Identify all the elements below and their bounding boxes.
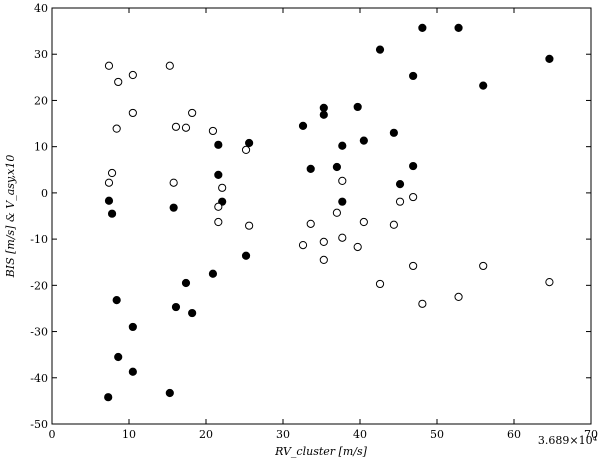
point: [214, 202, 223, 211]
point: [104, 178, 114, 187]
point: [104, 61, 114, 70]
y-tick-label: -50: [30, 418, 48, 431]
point: [171, 122, 181, 131]
point: [409, 71, 418, 81]
y-tick-label: 10: [34, 141, 48, 154]
x-tick-label: 0: [49, 428, 56, 441]
y-tick-label: 40: [34, 2, 48, 15]
plot-frame: [51, 7, 592, 425]
offset-annotation: 3.689×10⁴: [538, 434, 598, 447]
point: [338, 176, 347, 185]
point: [389, 128, 398, 137]
y-tick-label: 20: [34, 94, 48, 107]
x-tick-label: 60: [507, 428, 521, 441]
point: [545, 54, 554, 63]
point: [298, 121, 308, 130]
point: [128, 367, 137, 376]
point: [409, 261, 418, 271]
point: [319, 103, 328, 112]
point: [114, 352, 123, 362]
point: [306, 219, 315, 228]
point: [128, 108, 137, 118]
point: [245, 138, 254, 148]
y-tick-label: -30: [30, 326, 48, 339]
y-tick-label: -20: [30, 279, 48, 292]
point: [479, 261, 488, 271]
point: [545, 277, 554, 287]
point: [454, 292, 463, 301]
point: [338, 233, 347, 242]
x-tick-label: 50: [430, 428, 444, 441]
point: [128, 322, 137, 332]
y-tick-label: 30: [34, 48, 48, 61]
point: [479, 81, 488, 90]
point: [107, 209, 117, 218]
point: [375, 279, 385, 289]
y-tick-label: -10: [30, 233, 48, 246]
point: [306, 164, 315, 173]
point: [353, 102, 362, 112]
x-tick-label: 70: [584, 428, 598, 441]
y-tick-label: 0: [41, 187, 48, 200]
point: [245, 221, 254, 230]
point: [319, 255, 328, 265]
point: [241, 251, 251, 260]
point: [171, 302, 181, 312]
y-axis-label: BIS [m/s] & V_asy,x10: [4, 155, 17, 279]
point: [112, 296, 121, 305]
point: [208, 269, 218, 278]
point: [409, 192, 418, 202]
point: [188, 308, 197, 318]
point: [169, 178, 178, 187]
point: [218, 183, 227, 192]
point: [112, 124, 121, 133]
point: [169, 203, 178, 212]
point: [359, 217, 368, 227]
point: [395, 180, 405, 189]
x-tick-label: 10: [122, 428, 136, 441]
x-tick-label: 40: [353, 428, 367, 441]
point: [338, 197, 347, 206]
point: [188, 108, 197, 118]
point: [418, 299, 427, 308]
point: [375, 45, 385, 54]
point: [319, 110, 328, 119]
point: [214, 217, 223, 227]
point: [104, 393, 113, 402]
point: [165, 61, 174, 70]
point: [454, 23, 463, 32]
x-tick-label: 30: [276, 428, 290, 441]
point: [418, 23, 427, 32]
point: [332, 162, 341, 172]
point: [181, 123, 191, 132]
point: [114, 77, 123, 87]
point: [214, 140, 223, 149]
point: [338, 141, 347, 150]
point: [389, 220, 398, 229]
point: [214, 170, 223, 179]
point: [208, 126, 218, 136]
x-tick-label: 20: [199, 428, 213, 441]
point: [359, 136, 368, 145]
point: [353, 242, 362, 252]
point: [241, 145, 251, 155]
y-tick-label: -40: [30, 372, 48, 385]
point: [165, 388, 174, 398]
point: [181, 278, 191, 288]
x-axis-label: RV_cluster [m/s]: [274, 445, 368, 458]
point: [298, 241, 308, 250]
point: [332, 208, 341, 217]
point: [104, 196, 114, 205]
point: [128, 70, 137, 80]
point: [107, 168, 117, 178]
point: [395, 197, 405, 206]
point: [409, 161, 418, 171]
point: [319, 237, 328, 246]
